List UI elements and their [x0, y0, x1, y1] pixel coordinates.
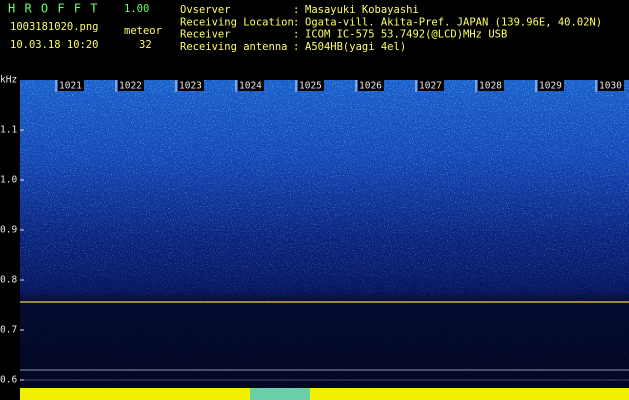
info-separator: : — [293, 41, 299, 53]
x-label: 1021 — [59, 81, 82, 92]
x-label: 1024 — [239, 81, 262, 92]
info-value: A504HB(yagi 4el) — [305, 41, 406, 53]
x-label-bg — [478, 80, 504, 91]
level-bar-highlight — [250, 388, 310, 400]
x-label: 1023 — [179, 81, 202, 92]
info-separator: : — [293, 29, 299, 41]
y-label: 0.6 — [0, 375, 17, 386]
x-label-bg — [238, 80, 264, 91]
y-label: 1.1 — [0, 125, 17, 136]
version: 1.00 — [124, 3, 149, 15]
x-label: 1029 — [539, 81, 562, 92]
x-label-bg — [58, 80, 84, 91]
app-title: H R O F F T — [8, 2, 98, 16]
x-label: 1026 — [359, 81, 382, 92]
y-label: 0.7 — [0, 325, 17, 336]
y-label: 1.0 — [0, 175, 17, 186]
x-label: 1025 — [299, 81, 322, 92]
x-label: 1028 — [479, 81, 502, 92]
x-label-bg — [598, 80, 624, 91]
info-value: Masayuki Kobayashi — [305, 4, 419, 16]
x-label-bg — [178, 80, 204, 91]
meteor-count: 32 — [139, 39, 152, 51]
x-label-bg — [538, 80, 564, 91]
y-label: 0.9 — [0, 225, 17, 236]
datetime: 10.03.18 10:20 — [10, 39, 99, 51]
x-label: 1030 — [599, 81, 622, 92]
x-label: 1022 — [119, 81, 142, 92]
info-separator: : — [293, 16, 299, 28]
y-unit: kHz — [0, 75, 17, 86]
info-value: ICOM IC-575 53.7492(@LCD)MHz USB — [305, 29, 507, 41]
filename: 1003181020.png — [10, 21, 99, 33]
x-label-bg — [118, 80, 144, 91]
x-label-bg — [298, 80, 324, 91]
x-label-bg — [418, 80, 444, 91]
info-label: Receiving antenna — [180, 41, 287, 53]
meteor-label: meteor — [124, 25, 162, 37]
info-label: Ovserver — [180, 4, 231, 16]
info-label: Receiver — [180, 29, 231, 41]
y-label: 0.8 — [0, 275, 17, 286]
x-label: 1027 — [419, 81, 442, 92]
x-label-bg — [358, 80, 384, 91]
info-label: Receiving Location — [180, 16, 294, 28]
info-separator: : — [293, 4, 299, 16]
info-value: Ogata-vill. Akita-Pref. JAPAN (139.96E, … — [305, 16, 602, 28]
level-bar — [20, 388, 629, 400]
spectrogram-noise — [20, 80, 629, 390]
